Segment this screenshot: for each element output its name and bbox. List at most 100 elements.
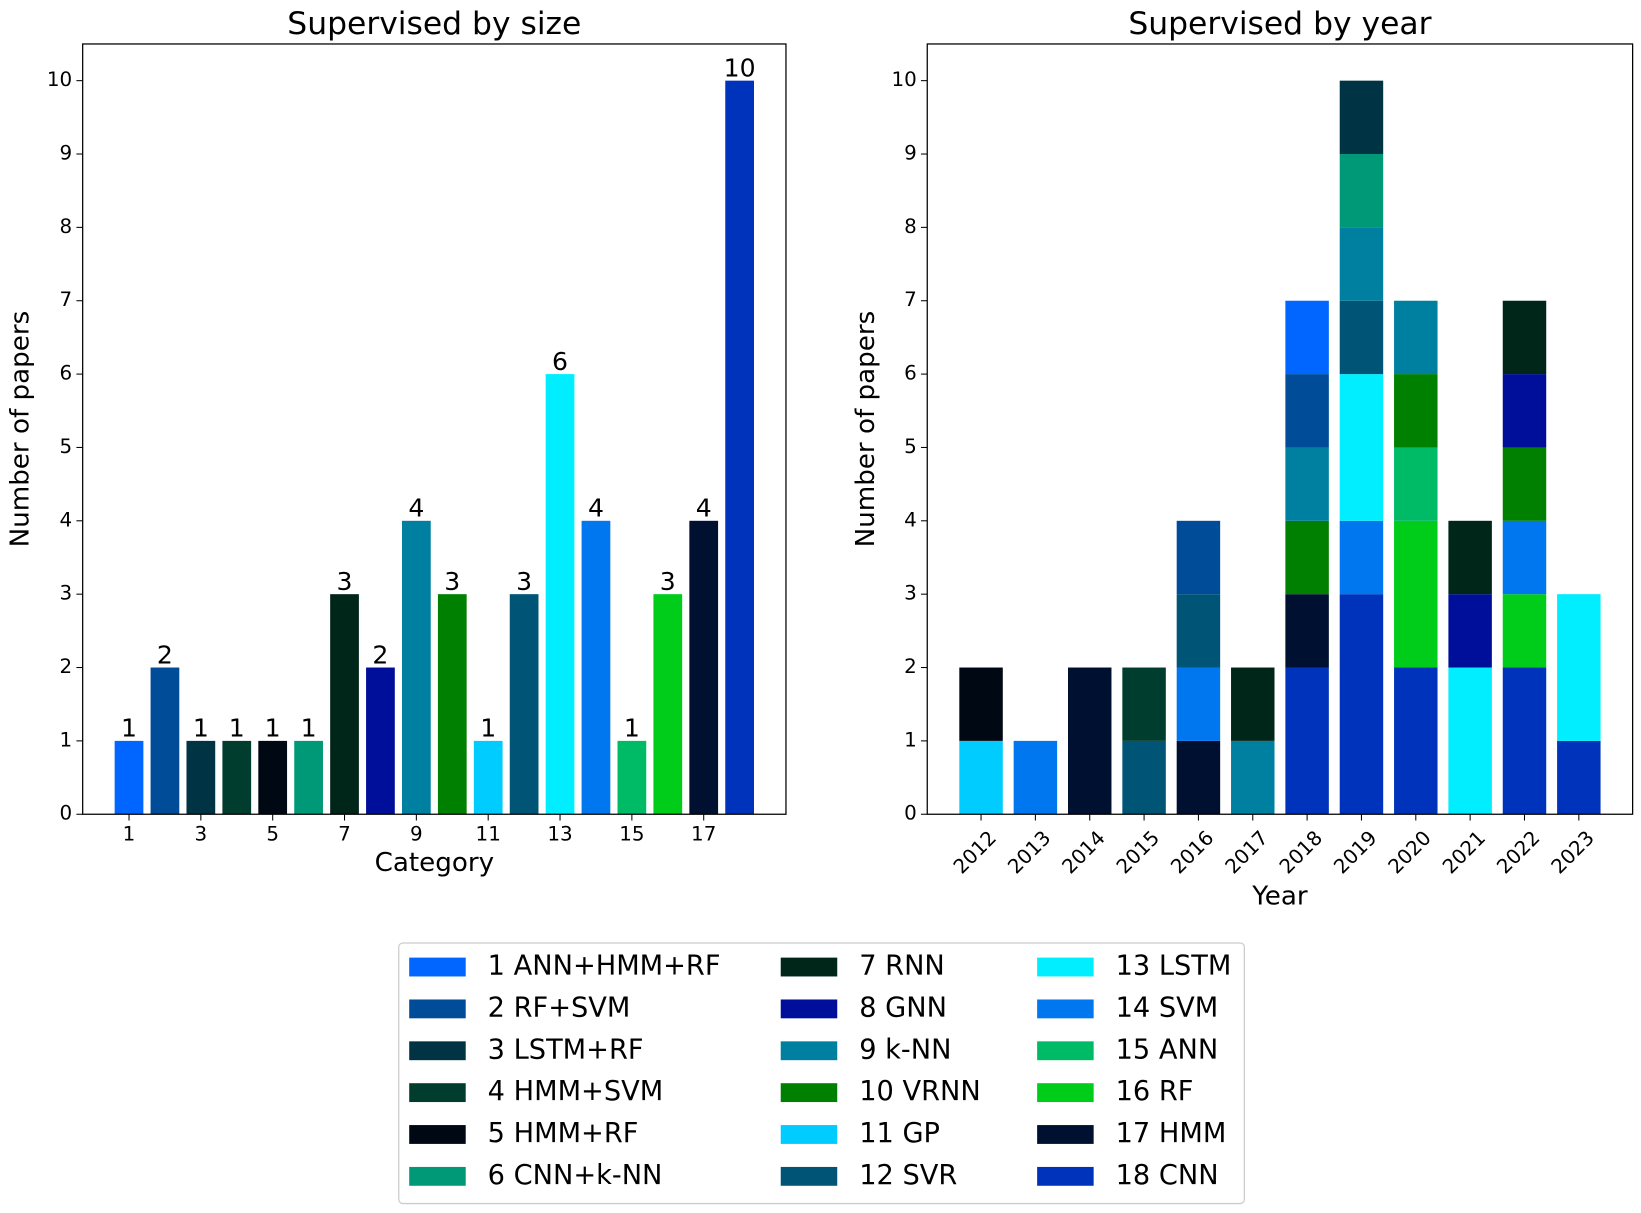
legend-swatch	[780, 1125, 838, 1144]
bar-segment	[1339, 227, 1384, 301]
y-tick-label: 9	[904, 142, 917, 165]
y-tick-label: 0	[60, 802, 73, 825]
x-tick-label: 2017	[1221, 826, 1273, 878]
y-tick-label: 4	[60, 508, 73, 531]
bar	[294, 740, 323, 815]
bar-segment	[1394, 447, 1438, 521]
x-tick-label: 2015	[1112, 826, 1164, 878]
bar	[150, 667, 180, 815]
data-label: 3	[660, 567, 676, 596]
data-label: 6	[552, 347, 568, 376]
y-tick-label: 4	[904, 508, 917, 531]
bar	[545, 374, 575, 815]
legend-label: 10 VRNN	[859, 1076, 980, 1107]
x-tick-label: 2018	[1275, 826, 1327, 878]
legend-swatch	[780, 1041, 838, 1061]
bar	[617, 740, 647, 815]
bar-segment	[1231, 667, 1275, 741]
y-axis-label: Number of papers	[5, 311, 35, 548]
plot-frame	[82, 43, 787, 815]
bar	[509, 594, 539, 815]
bar-segment	[1339, 154, 1384, 228]
data-label: 4	[588, 494, 604, 523]
bar	[330, 594, 359, 815]
y-tick-label: 9	[60, 142, 73, 165]
bar-segment	[1502, 447, 1547, 521]
bar	[114, 740, 144, 815]
bar	[725, 80, 754, 815]
data-label: 2	[372, 640, 388, 669]
bar-segment	[1339, 300, 1384, 375]
bar-segment	[1394, 374, 1438, 448]
legend-label: 3 LSTM+RF	[488, 1034, 644, 1065]
x-tick-label: 2021	[1438, 826, 1490, 878]
bar-segment	[1176, 740, 1221, 815]
bar-segment	[1448, 667, 1492, 815]
plot-frame	[926, 43, 1634, 815]
bar-segment	[1557, 594, 1601, 741]
bar-segment	[1502, 594, 1547, 668]
y-axis-label: Number of papers	[851, 311, 881, 548]
legend-label: 7 RNN	[859, 951, 945, 982]
y-tick-label: 2	[904, 655, 917, 678]
legend-label: 11 GP	[859, 1118, 940, 1149]
y-tick-label: 6	[60, 362, 73, 385]
x-tick-label: 2020	[1384, 826, 1436, 878]
bar	[186, 740, 216, 815]
bar	[653, 594, 683, 815]
x-tick-label: 11	[476, 823, 501, 846]
bar-segment	[1176, 520, 1221, 595]
bar-segment	[959, 740, 1003, 815]
data-label: 3	[337, 567, 353, 596]
bar-segment	[1339, 374, 1384, 521]
y-tick-label: 8	[60, 215, 73, 238]
data-label: 1	[480, 714, 496, 743]
bar	[689, 520, 719, 815]
data-label: 1	[265, 714, 281, 743]
y-tick-label: 10	[47, 68, 72, 91]
legend-label: 13 LSTM	[1116, 951, 1232, 982]
bar-segment	[1502, 300, 1547, 375]
x-tick-label: 2014	[1058, 826, 1110, 878]
bar-segment	[1067, 667, 1112, 815]
x-tick-label: 2013	[1003, 826, 1055, 878]
bar-segment	[1339, 80, 1384, 155]
y-tick-label: 7	[904, 288, 917, 311]
bar-segment	[1176, 667, 1221, 741]
bar-segment	[1502, 374, 1547, 448]
legend-swatch	[780, 999, 838, 1019]
bar	[222, 740, 252, 815]
y-tick-label: 1	[904, 728, 917, 751]
legend-label: 9 k-NN	[859, 1034, 951, 1065]
legend-swatch	[409, 1083, 466, 1103]
legend-swatch	[409, 1166, 466, 1186]
x-tick-label: 15	[619, 823, 644, 846]
bar-segment	[1339, 520, 1384, 595]
y-tick-label: 3	[60, 582, 73, 605]
x-axis-label: Category	[375, 848, 494, 878]
x-tick-label: 17	[691, 823, 716, 846]
legend-swatch	[780, 1083, 838, 1103]
bar-segment	[1176, 594, 1221, 668]
bar-segment	[1122, 667, 1166, 741]
bar-segment	[1285, 447, 1329, 521]
bar-segment	[1448, 594, 1492, 668]
data-label: 3	[516, 567, 532, 596]
legend-label: 17 HMM	[1116, 1118, 1227, 1149]
data-label: 1	[193, 714, 209, 743]
bar-segment	[1394, 520, 1438, 668]
legend-label: 8 GNN	[859, 992, 947, 1023]
bar	[581, 520, 611, 815]
x-axis-label: Year	[1251, 881, 1308, 911]
bar-segment	[1394, 300, 1438, 375]
data-label: 1	[229, 714, 245, 743]
y-tick-label: 10	[891, 68, 916, 91]
legend-label: 16 RF	[1116, 1076, 1194, 1107]
bar-segment	[1285, 667, 1329, 815]
legend-swatch	[409, 957, 466, 977]
x-tick-label: 7	[338, 823, 351, 846]
y-tick-label: 5	[60, 435, 73, 458]
bar-segment	[1285, 300, 1329, 375]
data-label: 1	[624, 714, 640, 743]
legend-label: 4 HMM+SVM	[488, 1076, 663, 1107]
